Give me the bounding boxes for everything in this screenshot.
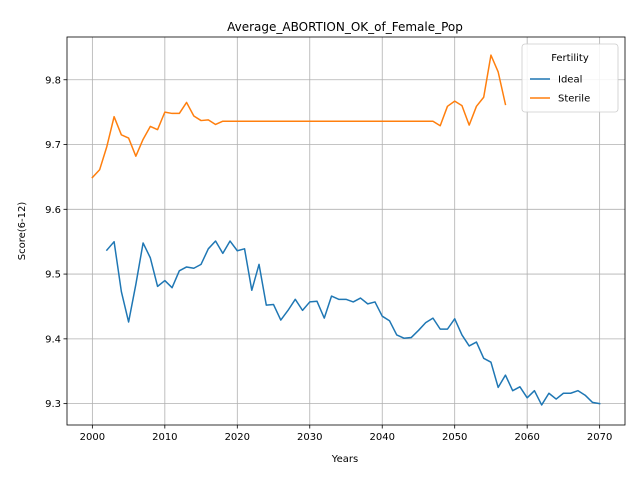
series-lines bbox=[91, 54, 601, 406]
y-axis-label: Score(6-12) bbox=[17, 202, 28, 261]
plot-area-frame bbox=[66, 36, 626, 426]
x-tick-label: 2040 bbox=[370, 432, 395, 443]
y-tick-label: 9.7 bbox=[45, 140, 61, 151]
legend-label-sterile: Sterile bbox=[558, 94, 590, 105]
x-axis-label: Years bbox=[331, 454, 358, 465]
x-tick-label: 2070 bbox=[587, 432, 612, 443]
legend-box bbox=[521, 43, 619, 113]
legend-label-ideal: Ideal bbox=[558, 75, 582, 86]
y-tick-label: 9.4 bbox=[45, 334, 61, 345]
legend-items: Ideal Sterile bbox=[530, 75, 590, 105]
chart-title: Average_ABORTION_OK_of_Female_Pop bbox=[227, 20, 463, 34]
x-tick-label: 2050 bbox=[442, 432, 467, 443]
y-tick-label: 9.3 bbox=[45, 399, 61, 410]
y-axis-ticks: 9.3 9.4 9.5 9.6 9.7 9.8 bbox=[45, 75, 67, 410]
series-line-ideal bbox=[105, 240, 601, 406]
series-line-sterile bbox=[91, 54, 507, 179]
x-tick-label: 2010 bbox=[152, 432, 177, 443]
y-tick-label: 9.5 bbox=[45, 270, 61, 281]
y-tick-label: 9.8 bbox=[45, 75, 61, 86]
x-tick-label: 2060 bbox=[514, 432, 539, 443]
legend-title: Fertility bbox=[551, 53, 589, 64]
x-axis-ticks: 2000 2010 2020 2030 2040 2050 2060 2070 bbox=[80, 425, 612, 443]
legend: Fertility Ideal Sterile bbox=[521, 43, 619, 113]
x-tick-label: 2030 bbox=[297, 432, 322, 443]
x-tick-label: 2020 bbox=[225, 432, 250, 443]
x-tick-label: 2000 bbox=[80, 432, 105, 443]
y-tick-label: 9.6 bbox=[45, 205, 61, 216]
